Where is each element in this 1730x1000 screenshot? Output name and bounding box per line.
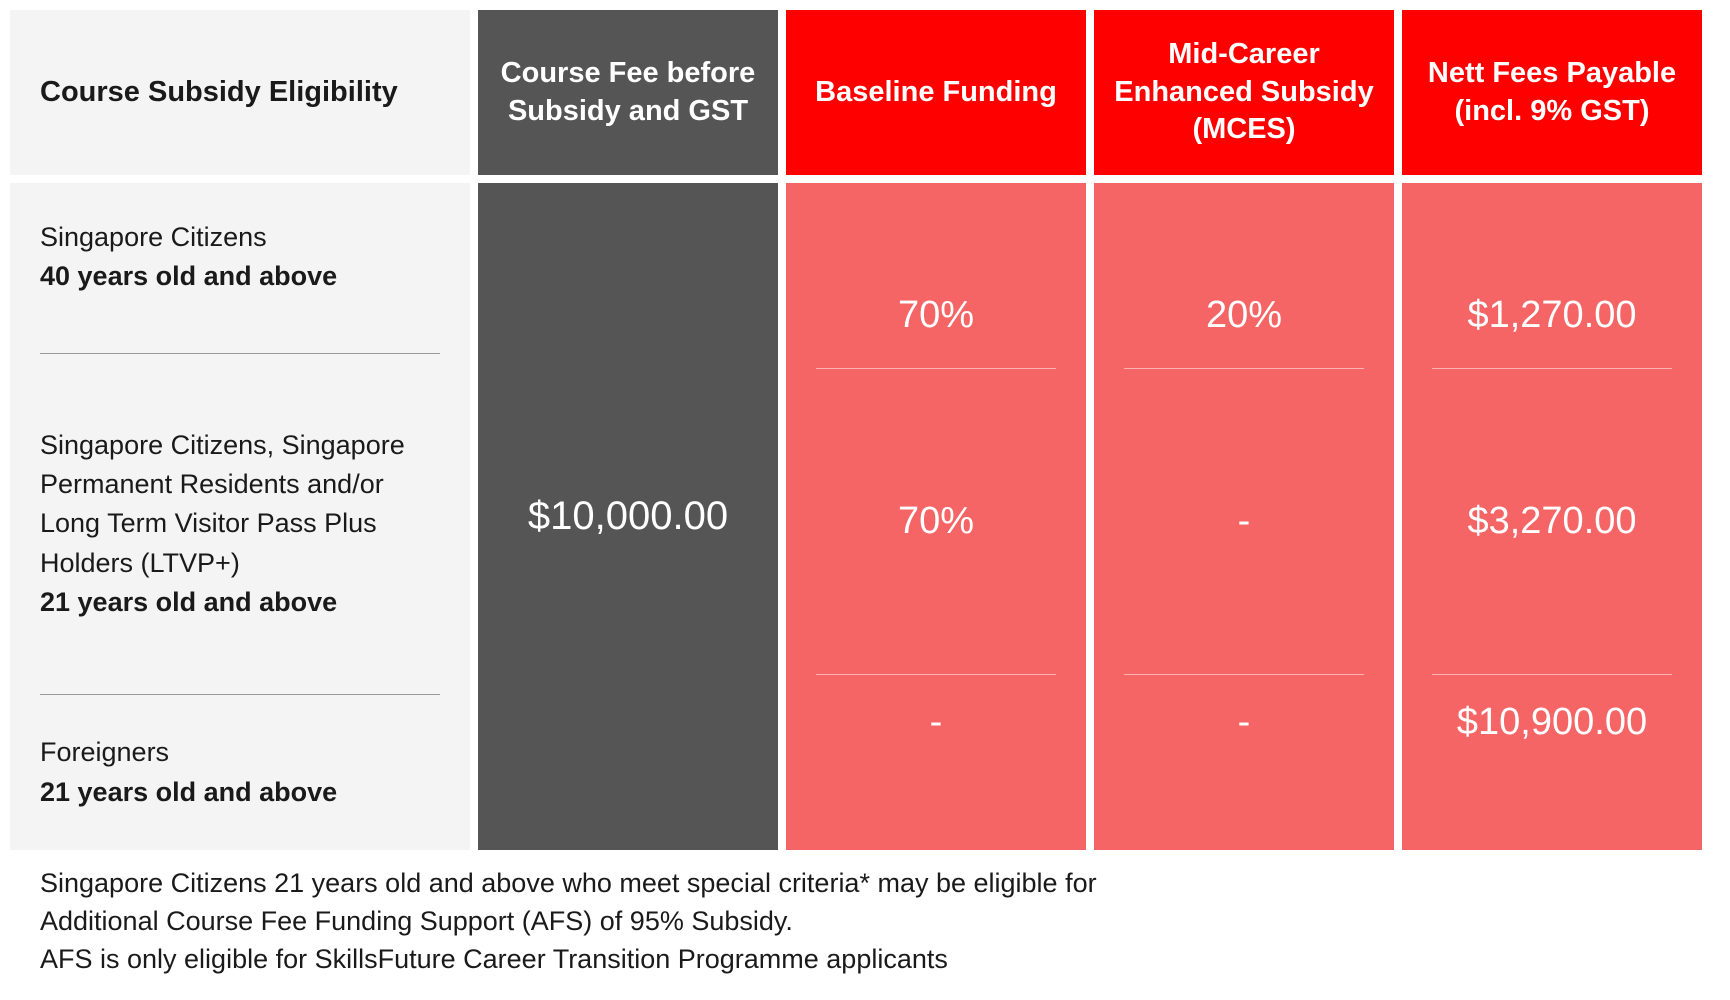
header-baseline: Baseline Funding <box>786 10 1086 175</box>
nett-row3: $10,900.00 <box>1432 675 1672 770</box>
eligibility-row-2: Singapore Citizens, Singapore Permanent … <box>40 374 440 674</box>
col-mces: Mid-Career Enhanced Subsidy (MCES) 20% -… <box>1094 10 1394 850</box>
body-baseline: 70% 70% - <box>786 183 1086 850</box>
eligibility-row2-line2: 21 years old and above <box>40 583 440 622</box>
body-course-fee: $10,000.00 <box>478 183 778 850</box>
eligibility-row-3: Foreigners 21 years old and above <box>40 715 440 830</box>
header-eligibility: Course Subsidy Eligibility <box>10 10 470 175</box>
footer-line3: AFS is only eligible for SkillsFuture Ca… <box>40 941 1720 979</box>
mces-row3: - <box>1124 675 1364 770</box>
mces-row1: 20% <box>1124 263 1364 368</box>
baseline-row2: 70% <box>816 369 1056 674</box>
eligibility-row2-line1: Singapore Citizens, Singapore Permanent … <box>40 426 440 583</box>
body-mces: 20% - - <box>1094 183 1394 850</box>
eligibility-row1-line1: Singapore Citizens <box>40 218 440 257</box>
header-nett: Nett Fees Payable (incl. 9% GST) <box>1402 10 1702 175</box>
mces-row2: - <box>1124 369 1364 674</box>
divider <box>40 694 440 695</box>
col-baseline: Baseline Funding 70% 70% - <box>786 10 1086 850</box>
header-course-fee: Course Fee before Subsidy and GST <box>478 10 778 175</box>
subsidy-table: Course Subsidy Eligibility Singapore Cit… <box>10 10 1720 850</box>
body-eligibility: Singapore Citizens 40 years old and abov… <box>10 183 470 850</box>
baseline-row3: - <box>816 675 1056 770</box>
footer-note: Singapore Citizens 21 years old and abov… <box>10 860 1720 978</box>
nett-row2: $3,270.00 <box>1432 369 1672 674</box>
nett-row1: $1,270.00 <box>1432 263 1672 368</box>
eligibility-row1-line2: 40 years old and above <box>40 257 440 296</box>
baseline-row1: 70% <box>816 263 1056 368</box>
header-mces: Mid-Career Enhanced Subsidy (MCES) <box>1094 10 1394 175</box>
col-nett: Nett Fees Payable (incl. 9% GST) $1,270.… <box>1402 10 1702 850</box>
col-eligibility: Course Subsidy Eligibility Singapore Cit… <box>10 10 470 850</box>
footer-line1: Singapore Citizens 21 years old and abov… <box>40 865 1720 903</box>
eligibility-row3-line2: 21 years old and above <box>40 773 440 812</box>
footer-line2: Additional Course Fee Funding Support (A… <box>40 903 1720 941</box>
course-fee-value: $10,000.00 <box>528 494 728 539</box>
body-nett: $1,270.00 $3,270.00 $10,900.00 <box>1402 183 1702 850</box>
col-course-fee: Course Fee before Subsidy and GST $10,00… <box>478 10 778 850</box>
eligibility-row-1: Singapore Citizens 40 years old and abov… <box>40 218 440 333</box>
eligibility-row3-line1: Foreigners <box>40 733 440 772</box>
divider <box>40 353 440 354</box>
